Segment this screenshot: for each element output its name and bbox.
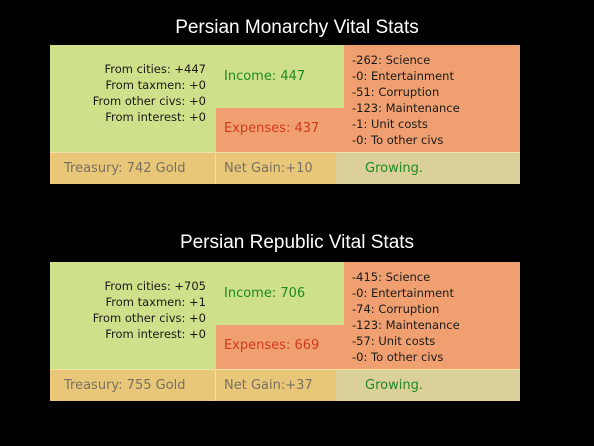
expense-breakdown-list: -262: Science -0: Entertainment -51: Cor… bbox=[352, 52, 460, 148]
expense-science: -262: Science bbox=[352, 53, 431, 67]
panel-title: Persian Republic Vital Stats bbox=[179, 232, 415, 253]
income-source-taxmen: From taxmen: +0 bbox=[105, 78, 206, 92]
income-source-interest: From interest: +0 bbox=[105, 110, 206, 124]
expense-other-civs: -0: To other civs bbox=[352, 133, 444, 147]
status-cell: Growing. bbox=[336, 152, 520, 184]
vital-stats-panel-monarchy: From cities: +447 From taxmen: +0 From o… bbox=[50, 45, 520, 184]
income-source-other-civs: From other civs: +0 bbox=[92, 311, 206, 325]
income-source-cities: From cities: +447 bbox=[104, 62, 206, 76]
expense-entertainment: -0: Entertainment bbox=[352, 286, 454, 300]
treasury-cell: Treasury: 742 Gold bbox=[50, 152, 216, 184]
income-source-cities: From cities: +705 bbox=[104, 279, 206, 293]
status-cell: Growing. bbox=[336, 369, 520, 401]
expenses-cell: Expenses: 437 bbox=[216, 108, 344, 152]
status-value: Growing. bbox=[365, 378, 423, 393]
expense-entertainment: -0: Entertainment bbox=[352, 69, 454, 83]
income-cell: Income: 706 bbox=[216, 262, 344, 325]
expense-corruption: -74: Corruption bbox=[352, 302, 440, 316]
income-source-other-civs: From other civs: +0 bbox=[92, 94, 206, 108]
expense-maintenance: -123: Maintenance bbox=[352, 101, 460, 115]
treasury-value: Treasury: 742 Gold bbox=[64, 161, 186, 176]
income-sources-cell: From cities: +447 From taxmen: +0 From o… bbox=[50, 45, 216, 152]
income-sources-list: From cities: +705 From taxmen: +1 From o… bbox=[93, 278, 206, 342]
net-gain-value: Net Gain:+37 bbox=[224, 378, 313, 393]
expenses-total: Expenses: 437 bbox=[224, 121, 320, 136]
expense-unit-costs: -1: Unit costs bbox=[352, 117, 428, 131]
expense-maintenance: -123: Maintenance bbox=[352, 318, 460, 332]
net-gain-cell: Net Gain:+10 bbox=[216, 152, 336, 184]
treasury-value: Treasury: 755 Gold bbox=[64, 378, 186, 393]
income-cell: Income: 447 bbox=[216, 45, 344, 108]
expense-corruption: -51: Corruption bbox=[352, 85, 440, 99]
expenses-total: Expenses: 669 bbox=[224, 338, 320, 353]
expense-breakdown-list: -415: Science -0: Entertainment -74: Cor… bbox=[352, 269, 460, 365]
status-value: Growing. bbox=[365, 161, 423, 176]
net-gain-cell: Net Gain:+37 bbox=[216, 369, 336, 401]
expense-other-civs: -0: To other civs bbox=[352, 350, 444, 364]
income-source-taxmen: From taxmen: +1 bbox=[105, 295, 206, 309]
income-sources-cell: From cities: +705 From taxmen: +1 From o… bbox=[50, 262, 216, 369]
expense-breakdown-cell: -262: Science -0: Entertainment -51: Cor… bbox=[344, 45, 520, 152]
income-total: Income: 706 bbox=[224, 286, 306, 301]
expense-breakdown-cell: -415: Science -0: Entertainment -74: Cor… bbox=[344, 262, 520, 369]
income-source-interest: From interest: +0 bbox=[105, 327, 206, 341]
expense-science: -415: Science bbox=[352, 270, 431, 284]
expenses-cell: Expenses: 669 bbox=[216, 325, 344, 369]
treasury-cell: Treasury: 755 Gold bbox=[50, 369, 216, 401]
vital-stats-panel-republic: From cities: +705 From taxmen: +1 From o… bbox=[50, 262, 520, 401]
net-gain-value: Net Gain:+10 bbox=[224, 161, 313, 176]
income-sources-list: From cities: +447 From taxmen: +0 From o… bbox=[93, 61, 206, 125]
panel-title: Persian Monarchy Vital Stats bbox=[175, 17, 419, 38]
expense-unit-costs: -57: Unit costs bbox=[352, 334, 436, 348]
income-total: Income: 447 bbox=[224, 69, 306, 84]
